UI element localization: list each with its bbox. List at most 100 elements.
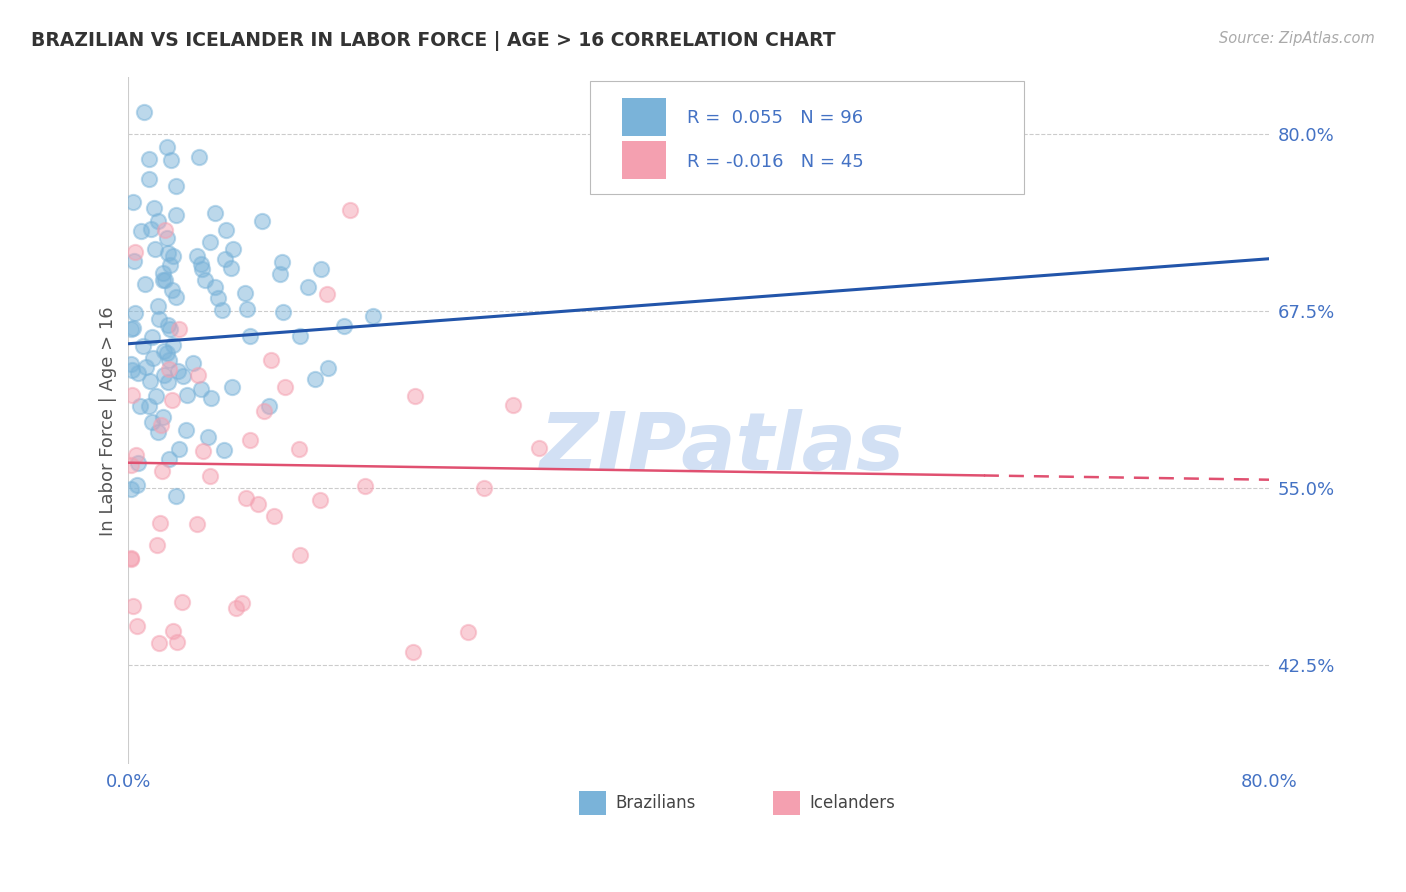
- Point: [156, 346, 179, 360]
- Point: [235, 491, 257, 505]
- Point: [165, 291, 187, 305]
- Point: [121, 363, 143, 377]
- Point: [120, 483, 142, 497]
- Point: [238, 328, 260, 343]
- Point: [152, 266, 174, 280]
- Point: [160, 283, 183, 297]
- Point: [225, 601, 247, 615]
- Point: [159, 451, 181, 466]
- Bar: [623, 98, 665, 136]
- Point: [527, 441, 550, 455]
- Point: [353, 479, 375, 493]
- Point: [135, 359, 157, 374]
- Point: [188, 150, 211, 164]
- Point: [160, 153, 183, 167]
- Point: [204, 280, 226, 294]
- Point: [194, 273, 217, 287]
- Point: [146, 425, 169, 439]
- Point: [181, 356, 204, 370]
- Point: [274, 380, 297, 394]
- Point: [198, 468, 221, 483]
- Point: [231, 596, 253, 610]
- Point: [153, 344, 176, 359]
- Point: [222, 242, 245, 256]
- Point: [121, 599, 143, 614]
- Point: [127, 366, 149, 380]
- Point: [315, 286, 337, 301]
- Point: [165, 178, 187, 193]
- Point: [170, 595, 193, 609]
- Point: [152, 368, 174, 382]
- Y-axis label: In Labor Force | Age > 16: In Labor Force | Age > 16: [100, 306, 117, 536]
- Point: [157, 246, 180, 260]
- Point: [121, 388, 143, 402]
- Point: [190, 382, 212, 396]
- Point: [148, 312, 170, 326]
- Point: [207, 292, 229, 306]
- Point: [138, 152, 160, 166]
- Point: [141, 415, 163, 429]
- Point: [198, 235, 221, 249]
- Point: [221, 379, 243, 393]
- Point: [148, 635, 170, 649]
- Point: [129, 224, 152, 238]
- Point: [162, 392, 184, 407]
- Point: [152, 410, 174, 425]
- Point: [138, 171, 160, 186]
- Point: [288, 442, 311, 456]
- Point: [121, 321, 143, 335]
- Point: [271, 305, 294, 319]
- Point: [127, 478, 149, 492]
- Point: [271, 255, 294, 269]
- Point: [159, 258, 181, 272]
- Point: [145, 389, 167, 403]
- Point: [165, 489, 187, 503]
- Point: [162, 337, 184, 351]
- Point: [165, 208, 187, 222]
- Point: [120, 322, 142, 336]
- Point: [187, 368, 209, 382]
- Point: [211, 303, 233, 318]
- Point: [152, 273, 174, 287]
- Point: [132, 339, 155, 353]
- Point: [297, 279, 319, 293]
- Point: [172, 368, 194, 383]
- Point: [157, 352, 180, 367]
- Point: [263, 509, 285, 524]
- Point: [235, 301, 257, 316]
- Point: [166, 635, 188, 649]
- Point: [141, 222, 163, 236]
- Point: [155, 139, 177, 153]
- Point: [502, 398, 524, 412]
- Point: [146, 300, 169, 314]
- Point: [145, 538, 167, 552]
- Point: [214, 223, 236, 237]
- Point: [148, 214, 170, 228]
- Point: [332, 319, 354, 334]
- Point: [132, 105, 155, 120]
- Point: [233, 286, 256, 301]
- Point: [167, 322, 190, 336]
- Point: [120, 550, 142, 565]
- Point: [247, 497, 270, 511]
- Bar: [773, 791, 800, 814]
- Point: [159, 322, 181, 336]
- Bar: [579, 791, 606, 814]
- Point: [142, 351, 165, 366]
- Point: [186, 249, 208, 263]
- Point: [363, 309, 385, 323]
- Point: [142, 201, 165, 215]
- Point: [191, 261, 214, 276]
- Text: ZIPatlas: ZIPatlas: [538, 409, 904, 487]
- Point: [253, 404, 276, 418]
- Point: [259, 353, 281, 368]
- Point: [191, 443, 214, 458]
- Point: [157, 375, 180, 389]
- Point: [472, 481, 495, 495]
- Point: [120, 358, 142, 372]
- Point: [127, 457, 149, 471]
- Point: [252, 214, 274, 228]
- Point: [162, 248, 184, 262]
- Point: [134, 277, 156, 291]
- Text: Brazilians: Brazilians: [616, 794, 696, 812]
